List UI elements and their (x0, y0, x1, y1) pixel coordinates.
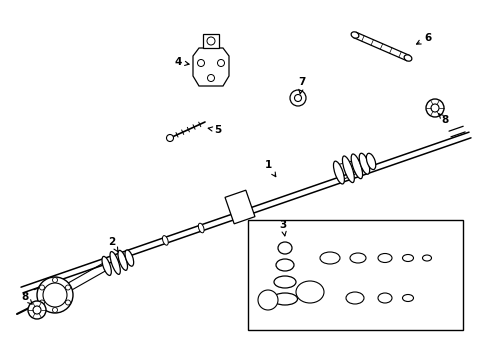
Polygon shape (193, 48, 228, 86)
Ellipse shape (350, 154, 362, 179)
Ellipse shape (366, 153, 375, 170)
Text: 8: 8 (438, 113, 447, 125)
Circle shape (197, 59, 204, 67)
Ellipse shape (162, 235, 168, 245)
Ellipse shape (422, 255, 430, 261)
Ellipse shape (402, 294, 413, 302)
Ellipse shape (377, 253, 391, 262)
Ellipse shape (295, 281, 324, 303)
Circle shape (40, 300, 44, 305)
Circle shape (217, 59, 224, 67)
Ellipse shape (273, 276, 295, 288)
Ellipse shape (346, 292, 363, 304)
Polygon shape (224, 190, 254, 224)
Circle shape (28, 301, 46, 319)
Ellipse shape (319, 252, 339, 264)
Circle shape (294, 94, 301, 102)
Circle shape (425, 99, 443, 117)
Ellipse shape (258, 290, 278, 310)
Circle shape (52, 307, 58, 312)
Circle shape (65, 285, 70, 290)
Ellipse shape (275, 259, 293, 271)
Ellipse shape (102, 256, 111, 275)
Text: 5: 5 (208, 125, 221, 135)
Ellipse shape (359, 153, 369, 174)
Text: 3: 3 (279, 220, 286, 236)
Circle shape (65, 300, 70, 305)
Circle shape (40, 285, 44, 290)
Text: 8: 8 (21, 292, 32, 304)
Text: 4: 4 (174, 57, 189, 67)
Ellipse shape (403, 55, 411, 61)
Circle shape (43, 283, 67, 307)
Ellipse shape (402, 255, 413, 261)
Ellipse shape (350, 32, 358, 38)
Circle shape (289, 90, 305, 106)
Ellipse shape (342, 156, 354, 183)
Circle shape (166, 135, 173, 141)
Bar (247, 220, 462, 330)
Circle shape (206, 37, 215, 45)
Ellipse shape (349, 253, 365, 263)
Ellipse shape (377, 293, 391, 303)
Ellipse shape (125, 250, 133, 266)
Circle shape (430, 104, 438, 112)
Ellipse shape (118, 250, 127, 270)
Ellipse shape (110, 252, 120, 274)
Ellipse shape (272, 293, 297, 305)
Circle shape (207, 75, 214, 81)
Circle shape (37, 277, 73, 313)
Polygon shape (203, 34, 219, 48)
Ellipse shape (278, 242, 291, 254)
Text: 7: 7 (298, 77, 305, 94)
Circle shape (33, 306, 41, 314)
Text: 1: 1 (264, 160, 275, 177)
Text: 2: 2 (108, 237, 118, 252)
Ellipse shape (333, 161, 344, 184)
Circle shape (52, 278, 58, 283)
Text: 6: 6 (416, 33, 431, 44)
Ellipse shape (198, 223, 203, 233)
